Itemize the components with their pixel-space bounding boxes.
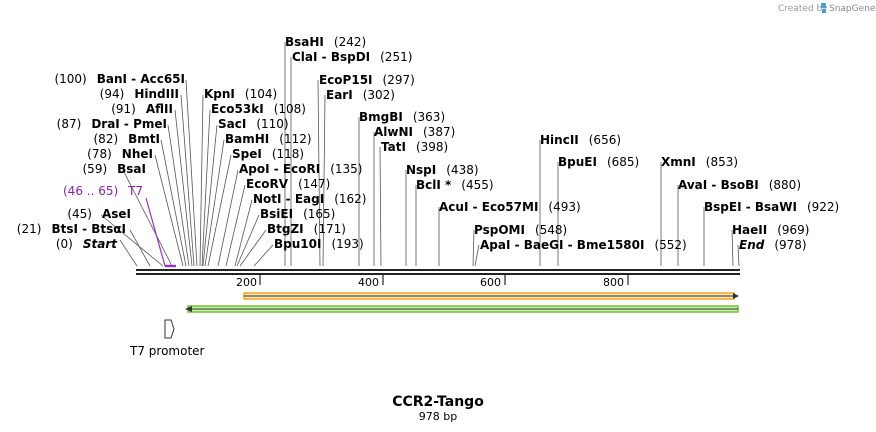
site-start: (0) Start xyxy=(56,237,118,251)
site-hae2: HaeII (969) xyxy=(732,223,810,237)
site-bani: (100) BanI - Acc65I xyxy=(54,72,185,86)
connector-afl2 xyxy=(174,109,193,267)
t7-range: (46 .. 65) xyxy=(63,184,118,198)
site-apoi: ApoI - EcoRI (135) xyxy=(239,162,362,176)
site-connectors xyxy=(100,42,740,267)
tick-marks xyxy=(259,275,629,285)
site-nspi: NspI (438) xyxy=(406,163,479,177)
connector-bsai xyxy=(122,169,173,267)
connector-pspomi xyxy=(472,229,475,267)
connector-hae2 xyxy=(731,229,734,267)
site-bcli: BclI * (455) xyxy=(416,178,494,192)
site-afl2: (91) AflII xyxy=(111,102,173,116)
site-acui: AcuI - Eco57MI (493) xyxy=(439,200,581,214)
site-bsai: (59) BsaI xyxy=(83,162,147,176)
site-kpni: KpnI (104) xyxy=(204,87,277,101)
site-hind3: (94) HindIII xyxy=(100,87,179,101)
connector-apoi xyxy=(217,169,239,267)
t7-feature-label: (46 .. 65) T7 xyxy=(63,184,143,198)
site-bpu10i: Bpu10I (193) xyxy=(274,237,364,251)
connector-start xyxy=(119,239,138,267)
connector-kpni xyxy=(199,94,204,267)
map-length: 978 bp xyxy=(419,410,457,423)
connector-end xyxy=(737,244,740,267)
connector-bamhi xyxy=(204,139,225,267)
site-btsi: (21) BtsI - BtsαI xyxy=(17,222,126,236)
connector-noti xyxy=(234,199,253,267)
tick-label-200: 200 xyxy=(236,276,257,289)
connector-eari xyxy=(322,94,326,267)
connector-btgzi xyxy=(239,229,267,267)
connector-ecop15i xyxy=(317,79,321,267)
site-eco53ki: Eco53kI (108) xyxy=(211,102,306,116)
tick-label-400: 400 xyxy=(358,276,379,289)
tick-label-800: 800 xyxy=(603,276,624,289)
t7-promoter-label: T7 promoter xyxy=(129,344,205,358)
site-bsiei: BsiEI (165) xyxy=(260,207,335,221)
site-nhei: (78) NheI xyxy=(87,147,153,161)
site-alwni: AlwNI (387) xyxy=(374,125,455,139)
credit-text: Created by xyxy=(778,4,828,14)
site-hinc2: HincII (656) xyxy=(540,133,621,147)
connector-bani xyxy=(185,79,198,267)
site-bamhi: BamHI (112) xyxy=(225,132,312,146)
site-avai: AvaI - BsoBI (880) xyxy=(678,178,801,192)
connector-nhei xyxy=(154,154,184,267)
connector-ecorv xyxy=(225,184,246,267)
site-spei: SpeI (118) xyxy=(232,147,304,161)
orange-feature-arrow[interactable] xyxy=(243,292,739,300)
site-end: End (978) xyxy=(739,238,807,252)
site-noti: NotI - EagI (162) xyxy=(253,192,366,206)
connector-eco53ki xyxy=(201,109,211,267)
site-bpuei: BpuEI (685) xyxy=(558,155,639,169)
site-pspomi: PspOMI (548) xyxy=(474,223,567,237)
t7-name: T7 xyxy=(127,184,143,198)
connector-apai xyxy=(474,244,480,267)
site-bspei: BspEI - BsaWI (922) xyxy=(704,200,839,214)
connector-spei xyxy=(207,154,232,267)
site-btgzi: BtgZI (171) xyxy=(267,222,346,236)
site-eari: EarI (302) xyxy=(326,88,395,102)
site-bsahi: BsaHI (242) xyxy=(285,35,366,49)
connector-bmti xyxy=(160,139,187,267)
site-asei: (45) AseI xyxy=(67,207,131,221)
green-feature-arrow[interactable] xyxy=(185,305,739,313)
connector-saci xyxy=(202,124,218,267)
connector-bpu10i xyxy=(253,244,274,267)
site-bmti: (82) BmtI xyxy=(94,132,161,146)
connector-bsiei xyxy=(236,214,260,267)
credit-brand: SnapGene xyxy=(829,4,876,14)
site-clai: ClaI - BspDI (251) xyxy=(292,50,412,64)
site-saci: SacI (110) xyxy=(218,117,289,131)
connector-drai xyxy=(167,124,190,267)
site-apai: ApaI - BaeGI - Bme1580I (552) xyxy=(480,238,687,252)
t7-promoter-icon[interactable] xyxy=(164,319,175,339)
site-bmgbi: BmgBI (363) xyxy=(359,110,445,124)
backbone xyxy=(136,269,740,275)
site-tati: TatI (398) xyxy=(381,140,448,154)
connector-hind3 xyxy=(180,94,195,267)
site-ecorv: EcoRV (147) xyxy=(246,177,330,191)
site-xmni: XmnI (853) xyxy=(661,155,738,169)
site-ecop15i: EcoP15I (297) xyxy=(319,73,415,87)
snapgene-logo-icon xyxy=(821,3,826,13)
map-title: CCR2-Tango xyxy=(392,394,484,410)
connector-btsi xyxy=(129,229,151,267)
site-drai: (87) DraI - PmeI xyxy=(57,117,167,131)
connector-tati xyxy=(379,146,382,267)
t7-connector xyxy=(145,197,166,267)
tick-label-600: 600 xyxy=(480,276,501,289)
connector-asei xyxy=(100,214,164,267)
